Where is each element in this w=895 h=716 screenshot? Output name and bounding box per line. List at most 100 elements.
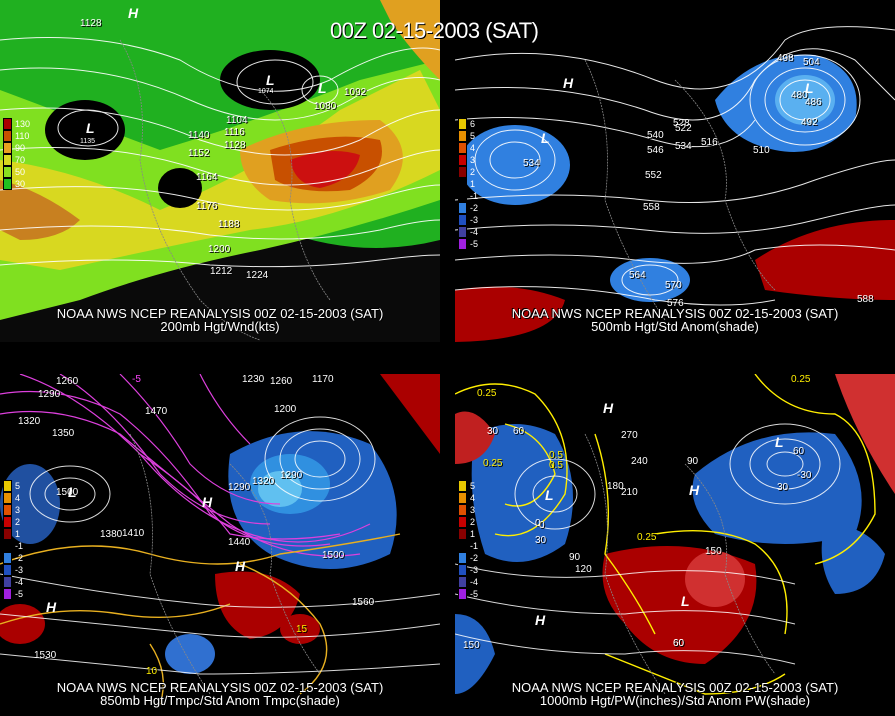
contour-label: 1410 xyxy=(122,528,145,539)
high-center-marker: H xyxy=(46,599,57,615)
legend-label: 4 xyxy=(470,143,476,153)
legend-swatch xyxy=(458,226,467,238)
legend-label: -2 xyxy=(470,203,479,213)
legend-label: 50 xyxy=(15,167,26,177)
dark-low-west xyxy=(45,100,125,160)
contour-label: 60 xyxy=(673,638,685,649)
legend-label: 3 xyxy=(15,505,21,515)
legend-label: 30 xyxy=(15,179,26,189)
legend-label: 2 xyxy=(470,167,476,177)
low-center-marker: L xyxy=(541,130,550,146)
anom-pos-ne xyxy=(835,374,895,494)
contour-label: 1128 xyxy=(80,18,102,29)
legend-label: 4 xyxy=(470,493,476,503)
contour-label: 1164 xyxy=(196,172,218,183)
legend-swatch xyxy=(3,540,12,552)
panel-caption-line1: NOAA NWS NCEP REANALYSIS 00Z 02-15-2003 … xyxy=(56,306,384,321)
pw-label: 0.25 xyxy=(637,532,657,543)
legend-swatch xyxy=(458,528,467,540)
anom-pos-west xyxy=(455,411,495,464)
contour-label: 30 xyxy=(535,535,547,546)
contour-label: 540 xyxy=(647,130,664,141)
low-center-marker: L xyxy=(318,80,327,96)
anom-neg-core xyxy=(775,75,835,125)
map-200mb xyxy=(0,0,440,342)
anom-neg-west xyxy=(471,424,573,562)
legend-label: 1 xyxy=(15,529,21,539)
contour-label: 0 xyxy=(539,520,545,531)
low-center-marker: L xyxy=(805,80,814,96)
legend-label: 1 xyxy=(470,179,476,189)
legend-label: 70 xyxy=(15,155,26,165)
panel-caption-line1: NOAA NWS NCEP REANALYSIS 00Z 02-15-2003 … xyxy=(511,306,839,321)
main-title: 00Z 02-15-2003 (SAT) xyxy=(330,18,539,43)
low-center-marker: L xyxy=(68,484,77,500)
contour-label: 150 xyxy=(463,640,480,651)
legend-swatch xyxy=(3,118,12,130)
contour-label: 570 xyxy=(665,280,682,291)
legend-swatch xyxy=(458,576,467,588)
legend-label: 3 xyxy=(470,505,476,515)
legend-swatch xyxy=(3,576,12,588)
legend-label: 110 xyxy=(15,131,30,141)
contour-label: 1140 xyxy=(188,130,210,141)
legend-label: 5 xyxy=(470,131,476,141)
temp-label: 15 xyxy=(296,624,308,635)
contour-label: 1170 xyxy=(312,374,334,385)
legend-label: 3 xyxy=(470,155,476,165)
contour-label: 1290 xyxy=(228,482,251,493)
legend-swatch xyxy=(458,516,467,528)
contour-label: 30 xyxy=(777,482,789,493)
temp-label: -5 xyxy=(132,374,141,385)
contour-label: 240 xyxy=(631,456,648,467)
legend-swatch xyxy=(3,166,12,178)
anom-neg-south xyxy=(165,634,215,674)
contour-label: 1470 xyxy=(145,406,168,417)
contour-label: 1152 xyxy=(188,148,210,159)
legend-p4: 5 4 3 2 1 -1 -2 -3 -4 -5 xyxy=(458,480,478,600)
contour-label: 564 xyxy=(629,270,646,281)
contour-label: 210 xyxy=(621,487,638,498)
high-center-marker: H xyxy=(563,75,574,91)
contour-label: 498 xyxy=(777,53,794,64)
legend-swatch xyxy=(3,564,12,576)
contour-label: 60 xyxy=(673,638,685,649)
legend-swatch xyxy=(458,166,467,178)
panel-caption-line2: 500mb Hgt/Std Anom(shade) xyxy=(591,319,759,334)
legend-p2: 6 5 4 3 2 1 -1 -2 -3 -4 -5 xyxy=(458,118,478,250)
legend-label: -1 xyxy=(470,541,479,551)
anom-pos-east xyxy=(755,220,895,300)
panel-caption-line1: NOAA NWS NCEP REANALYSIS 00Z 02-15-2003 … xyxy=(511,680,839,695)
legend-swatch xyxy=(3,142,12,154)
map-1000mb xyxy=(455,374,895,716)
anom-pos-center xyxy=(215,571,300,639)
panel-1000mb-height-pw: 5 4 3 2 1 -1 -2 -3 -4 -5 60 30 0 90 120 150 180 2… xyxy=(455,374,895,716)
contour-label: 60 xyxy=(793,446,805,457)
pw-label: 0.5 xyxy=(549,460,563,471)
contour-label: 528 xyxy=(673,118,690,129)
panel-caption-line2: 850mb Hgt/Tmpc/Std Anom Tmpc(shade) xyxy=(100,693,340,708)
legend-swatch xyxy=(3,504,12,516)
low-center-marker: L xyxy=(681,593,690,609)
panel-caption-line2: 200mb Hgt/Wnd(kts) xyxy=(160,319,280,334)
legend-label: 5 xyxy=(470,481,476,491)
map-850mb xyxy=(0,374,440,716)
legend-swatch xyxy=(3,492,12,504)
contour-label: 1116 xyxy=(224,127,245,138)
legend-swatch xyxy=(3,528,12,540)
legend-label: -2 xyxy=(470,553,479,563)
contour-label: 1530 xyxy=(34,650,57,661)
legend-label: -4 xyxy=(470,577,479,587)
contour-label: 1380 xyxy=(100,529,123,540)
legend-swatch xyxy=(3,480,12,492)
legend-swatch xyxy=(458,154,467,166)
panel-caption-line2: 1000mb Hgt/PW(inches)/Std Anom PW(shade) xyxy=(539,693,811,708)
pw-label: 0.25 xyxy=(791,374,811,385)
contour-label: 1224 xyxy=(246,270,269,281)
contour-label: 1230 xyxy=(242,374,265,385)
legend-label: -5 xyxy=(15,589,24,599)
contour-label: 1188 xyxy=(218,219,240,230)
contour-label: 1200 xyxy=(274,404,297,415)
contour-label: 576 xyxy=(667,298,684,309)
legend-swatch xyxy=(458,130,467,142)
